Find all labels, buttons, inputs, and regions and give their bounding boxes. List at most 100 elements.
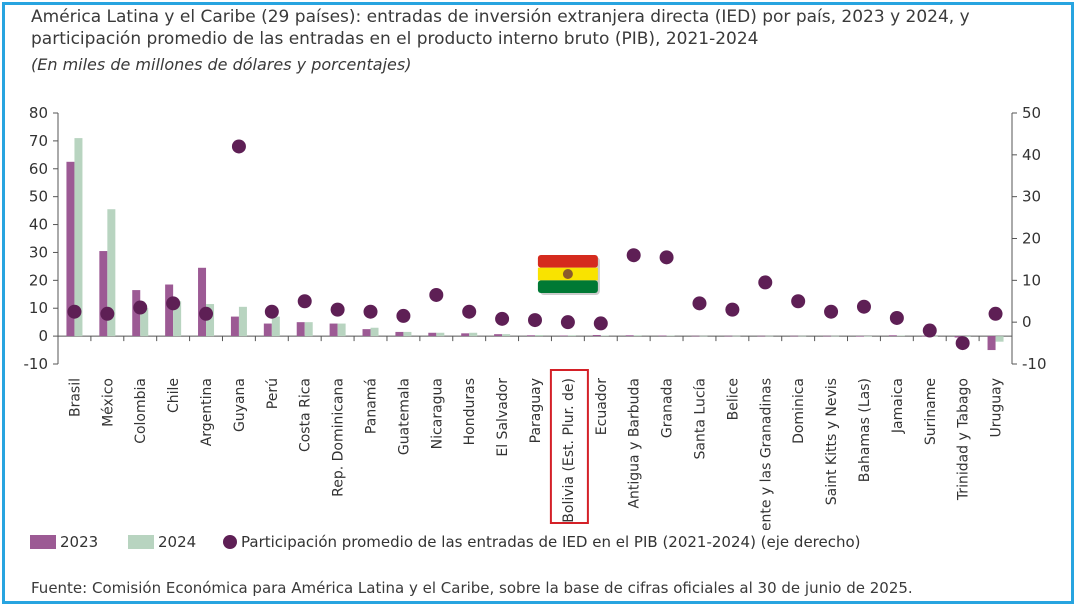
- bar-2023: [888, 335, 897, 337]
- bar-2023: [625, 335, 634, 337]
- bar-2023: [395, 331, 404, 337]
- ied-pib-dot: [955, 336, 970, 351]
- ied-pib-dot: [560, 315, 575, 330]
- bar-2024: [863, 335, 872, 337]
- source-note: Fuente: Comisión Económica para América …: [31, 579, 913, 597]
- ied-pib-dot: [330, 302, 345, 317]
- bolivia-flag-emblem: [562, 269, 573, 279]
- category-label: Uruguay: [989, 378, 1005, 438]
- bar-2024: [535, 334, 543, 337]
- bar-2024: [337, 323, 346, 337]
- bar-2023: [494, 334, 503, 337]
- left-tick-label: 70: [29, 132, 48, 150]
- ied-pib-dot: [231, 139, 246, 154]
- bar-2023: [855, 335, 864, 337]
- right-tick-label: -10: [1022, 355, 1047, 373]
- category-label: Santa Lucía: [692, 378, 708, 459]
- bar-2023: [461, 333, 470, 337]
- bar-2024: [238, 306, 247, 337]
- bar-2023: [823, 335, 832, 337]
- bar-2024: [206, 304, 215, 337]
- ied-pib-dot: [166, 296, 181, 311]
- left-tick-label: 10: [29, 299, 48, 317]
- left-tick-label: -10: [24, 355, 49, 373]
- bar-2023: [66, 161, 75, 337]
- bar-2024: [567, 335, 576, 337]
- bar-2024: [140, 308, 149, 337]
- highlight-box: [549, 369, 589, 524]
- ied-pib-dot: [429, 287, 444, 302]
- bar-2023: [99, 251, 108, 337]
- ied-pib-dot: [856, 299, 871, 314]
- legend-label-2023: 2023: [60, 533, 99, 551]
- bar-2024: [633, 335, 642, 337]
- ied-pib-dot: [133, 300, 148, 315]
- bar-2023: [296, 322, 305, 337]
- legend-item-2023: 2023: [30, 533, 98, 551]
- category-label: Bolivia (Est. Plur. de): [561, 378, 577, 523]
- bar-2024: [600, 335, 609, 337]
- right-tick-label: 50: [1022, 104, 1041, 122]
- bar-2024: [469, 332, 478, 337]
- bar-2023: [987, 336, 996, 351]
- bar-2024: [995, 336, 1004, 342]
- right-tick-label: 10: [1022, 271, 1041, 289]
- category-label: Colombia: [133, 378, 149, 444]
- bar-2024: [107, 209, 116, 337]
- right-tick-label: 30: [1022, 188, 1041, 206]
- category-label: México: [100, 378, 116, 427]
- legend-label-dots: Participación promedio de las entradas d…: [241, 533, 861, 551]
- ied-pib-dot: [758, 275, 773, 290]
- category-label: San Vicente y las Granadinas: [758, 378, 774, 530]
- ied-pib-dot: [297, 294, 312, 309]
- bar-2024: [436, 332, 445, 337]
- bar-2024: [962, 336, 971, 337]
- legend-item-2024: 2024: [128, 533, 196, 551]
- bar-2024: [896, 335, 905, 337]
- left-tick-label: 80: [29, 104, 48, 122]
- left-tick-label: 50: [29, 188, 48, 206]
- bar-2023: [724, 335, 733, 337]
- right-tick-label: 20: [1022, 230, 1041, 248]
- category-label: Panamá: [364, 378, 380, 434]
- left-tick-label: 0: [38, 327, 48, 345]
- ied-pib-dot: [791, 294, 806, 309]
- ied-pib-dot: [922, 323, 937, 338]
- bar-2024: [798, 335, 807, 337]
- ied-pib-dot: [264, 304, 279, 319]
- right-tick-label: 0: [1022, 313, 1032, 331]
- chart-area: -10 0 10 20 30 40 50 60 70 80 -10 0 10 20 30 40 50 Brasil…: [24, 104, 1047, 530]
- figure-frame: [2, 2, 1074, 604]
- bar-2023: [658, 335, 667, 337]
- category-label: Bahamas (Las): [857, 378, 873, 482]
- bar-2024: [502, 334, 511, 337]
- category-label: Guyana: [232, 378, 248, 432]
- category-label: Rep. Dominicana: [331, 378, 347, 497]
- ied-pib-dot: [495, 311, 510, 326]
- right-tick-label: 40: [1022, 146, 1041, 164]
- category-label: Trinidad y Tabago: [956, 378, 972, 501]
- bolivia-flag-red-band: [537, 255, 598, 268]
- bar-2024: [666, 335, 675, 337]
- ied-pib-dot: [528, 313, 542, 328]
- category-label: El Salvador: [495, 378, 511, 457]
- bar-2023: [198, 267, 207, 337]
- category-label: Honduras: [462, 378, 478, 445]
- legend-label-2024: 2024: [158, 533, 197, 551]
- bar-2024: [271, 316, 280, 337]
- category-label: Paraguay: [528, 378, 544, 443]
- bar-2024: [699, 335, 708, 337]
- bar-2024: [304, 322, 313, 337]
- bar-2023: [329, 323, 338, 337]
- bar-2024: [173, 301, 182, 337]
- ied-pib-dot: [824, 304, 839, 319]
- left-tick-label: 20: [29, 271, 48, 289]
- category-label: Guatemala: [396, 378, 412, 455]
- bar-2023: [362, 329, 371, 337]
- category-label: Argentina: [199, 378, 215, 446]
- category-label: Brasil: [67, 378, 83, 417]
- category-label: Perú: [265, 378, 281, 409]
- left-tick-label: 30: [29, 243, 48, 261]
- ied-pib-dot: [100, 306, 115, 321]
- category-label: Ecuador: [594, 378, 610, 435]
